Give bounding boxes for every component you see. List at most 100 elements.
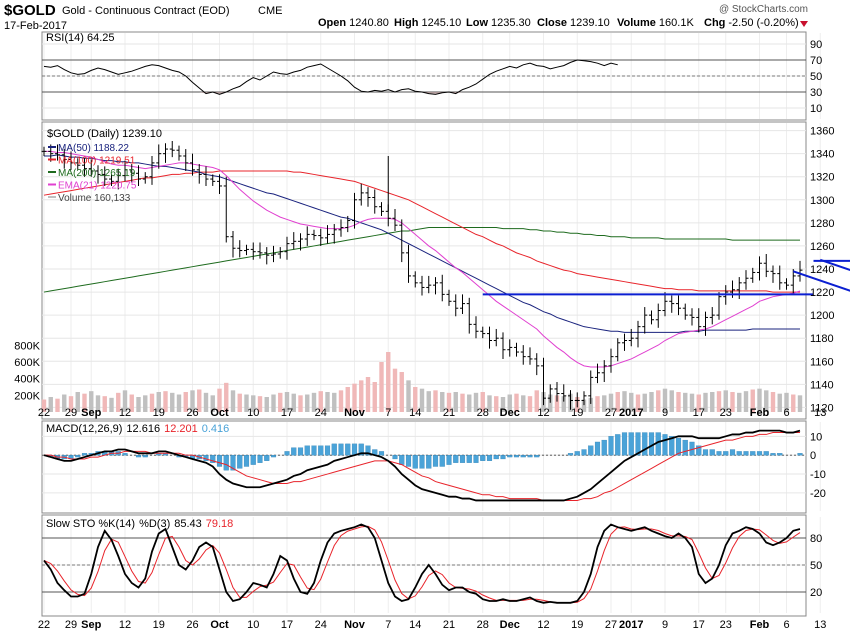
ohlc-bar	[662, 292, 668, 317]
y-tick-label: 10	[810, 103, 822, 115]
macd-histogram-bar	[351, 443, 358, 456]
x-tick-label: Sep	[81, 619, 101, 631]
ohlc-bar	[55, 144, 60, 161]
legend-label: MA(200) 1265.19	[58, 168, 136, 179]
macd-histogram-bar	[770, 453, 776, 456]
macd-histogram-bar	[264, 455, 270, 461]
macd-histogram-bar	[750, 451, 756, 456]
volume-bar	[534, 390, 539, 412]
ohlc-bar	[601, 360, 607, 383]
volume-bar	[305, 394, 310, 412]
stochastic-k-line	[43, 523, 801, 604]
ohlc-bar	[460, 294, 465, 314]
macd-histogram-bar	[216, 455, 223, 467]
macd-histogram-bar	[797, 453, 803, 456]
x-tick-label: 13	[814, 619, 826, 631]
volume-bar	[311, 392, 317, 412]
volume-bar	[379, 362, 384, 412]
macd-histogram-bar	[338, 443, 344, 456]
x-tick-label: 21	[443, 619, 455, 631]
ohlc-bar	[136, 165, 141, 186]
volume-bar	[318, 391, 323, 412]
ma200-line	[43, 226, 800, 293]
volume-bar	[743, 391, 749, 412]
watermark: @ StockCharts.com	[719, 4, 808, 15]
macd-histogram-bar	[594, 441, 601, 456]
ohlc-bar	[304, 226, 310, 246]
y-tick-label: 80	[810, 533, 822, 545]
x-tick-label: 22	[38, 407, 50, 419]
ohlc-bar	[338, 219, 344, 237]
macd-histogram-bar	[223, 455, 229, 471]
volume-bar	[338, 390, 344, 412]
ohlc-bar	[399, 219, 405, 263]
labels-layer: 9070503010136013401320130012801260124012…	[14, 32, 834, 631]
x-tick-label: 17	[693, 407, 705, 419]
stochastic-legend: Slow STO %K(14) %D(3) 85.43 79.18	[46, 518, 233, 530]
x-tick-label: 19	[571, 619, 583, 631]
ohlc-bar	[163, 143, 168, 163]
stochastic-legend-value: 85.43	[174, 518, 202, 530]
volume-bar	[629, 392, 634, 412]
volume-bar	[95, 395, 101, 412]
x-tick-label: 14	[409, 407, 421, 419]
legend-label: EMA(21) 1220.75	[58, 181, 137, 192]
macd-histogram-bar	[628, 432, 634, 456]
ohlc-bar	[500, 332, 506, 359]
volume-bar	[271, 394, 276, 412]
macd-histogram-bar	[257, 455, 263, 463]
ohlc-bar	[696, 308, 702, 333]
macd-histogram-bar	[743, 451, 749, 456]
macd-histogram-bar	[311, 445, 317, 456]
macd-histogram-bar	[493, 455, 499, 460]
ohlc-bar	[514, 342, 519, 357]
x-tick-label: 27	[605, 619, 617, 631]
volume-bar	[710, 392, 715, 412]
ohlc-bar	[419, 275, 425, 296]
x-tick-label: 6	[783, 407, 789, 419]
macd-line	[43, 429, 801, 502]
x-tick-label: Nov	[344, 619, 366, 631]
x-tick-label: 10	[247, 407, 259, 419]
ohlc-bar	[61, 149, 67, 169]
macd-histogram-bar	[405, 455, 412, 467]
x-tick-label: 7	[385, 407, 391, 419]
ohlc-bar	[689, 308, 695, 326]
macd-legend-value: 0.416	[202, 423, 230, 435]
macd-histogram-bar	[459, 455, 466, 463]
ohlc-bar	[797, 260, 803, 282]
volume-bar	[750, 389, 755, 412]
volume-bar	[480, 392, 485, 412]
ohlc-bar	[217, 174, 222, 195]
macd-histogram-bar	[756, 451, 763, 456]
volume-bar	[122, 390, 128, 412]
x-tick-label: 14	[409, 619, 421, 631]
volume-bar	[163, 391, 168, 412]
x-tick-label: 19	[153, 619, 165, 631]
y-tick-label: 1260	[810, 241, 834, 253]
ohlc-bar	[655, 303, 661, 328]
volume-bar	[757, 388, 762, 412]
volume-bar	[460, 393, 465, 412]
x-tick-label: 28	[477, 619, 489, 631]
volume-bar	[676, 392, 681, 412]
ohlc-bar	[487, 326, 492, 349]
macd-histogram-bar	[230, 455, 236, 471]
ohlc-bar	[142, 172, 148, 184]
y-tick-label: 1220	[810, 287, 834, 299]
ohlc-bar	[439, 274, 445, 302]
x-tick-label: 22	[38, 619, 50, 631]
macd-histogram-bar	[682, 439, 688, 456]
ohlc-bar	[534, 353, 540, 376]
x-tick-label: 6	[783, 619, 789, 631]
volume-bar	[386, 352, 391, 412]
ohlc-bar	[68, 151, 74, 170]
macd-histogram-bar	[243, 455, 250, 467]
volume-bar	[689, 393, 695, 412]
x-tick-label: 2017	[619, 407, 643, 419]
ohlc-bar	[527, 347, 533, 365]
macd-histogram-bar	[527, 455, 533, 458]
stochastic-legend-text: Slow STO %K(14) %D(3) 85.43 79.18	[46, 518, 233, 530]
y-tick-label: 1340	[810, 149, 834, 161]
ohlc-bar	[318, 228, 324, 246]
